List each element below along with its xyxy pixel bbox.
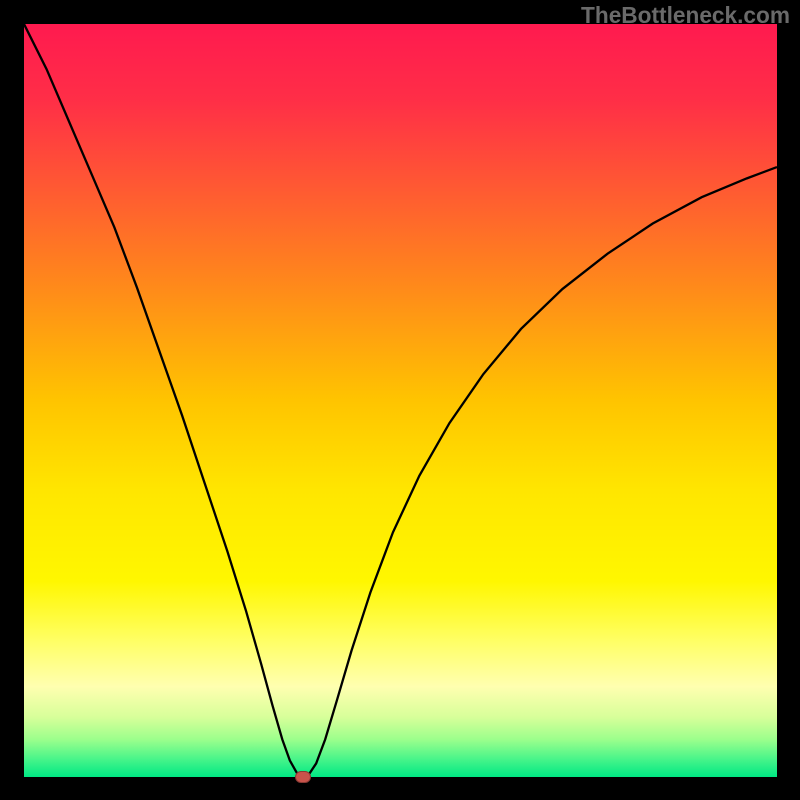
- plot-area: [24, 24, 777, 777]
- curve-path: [24, 24, 777, 777]
- minimum-marker: [295, 771, 311, 783]
- bottleneck-curve: [24, 24, 777, 777]
- watermark-text: TheBottleneck.com: [581, 2, 790, 29]
